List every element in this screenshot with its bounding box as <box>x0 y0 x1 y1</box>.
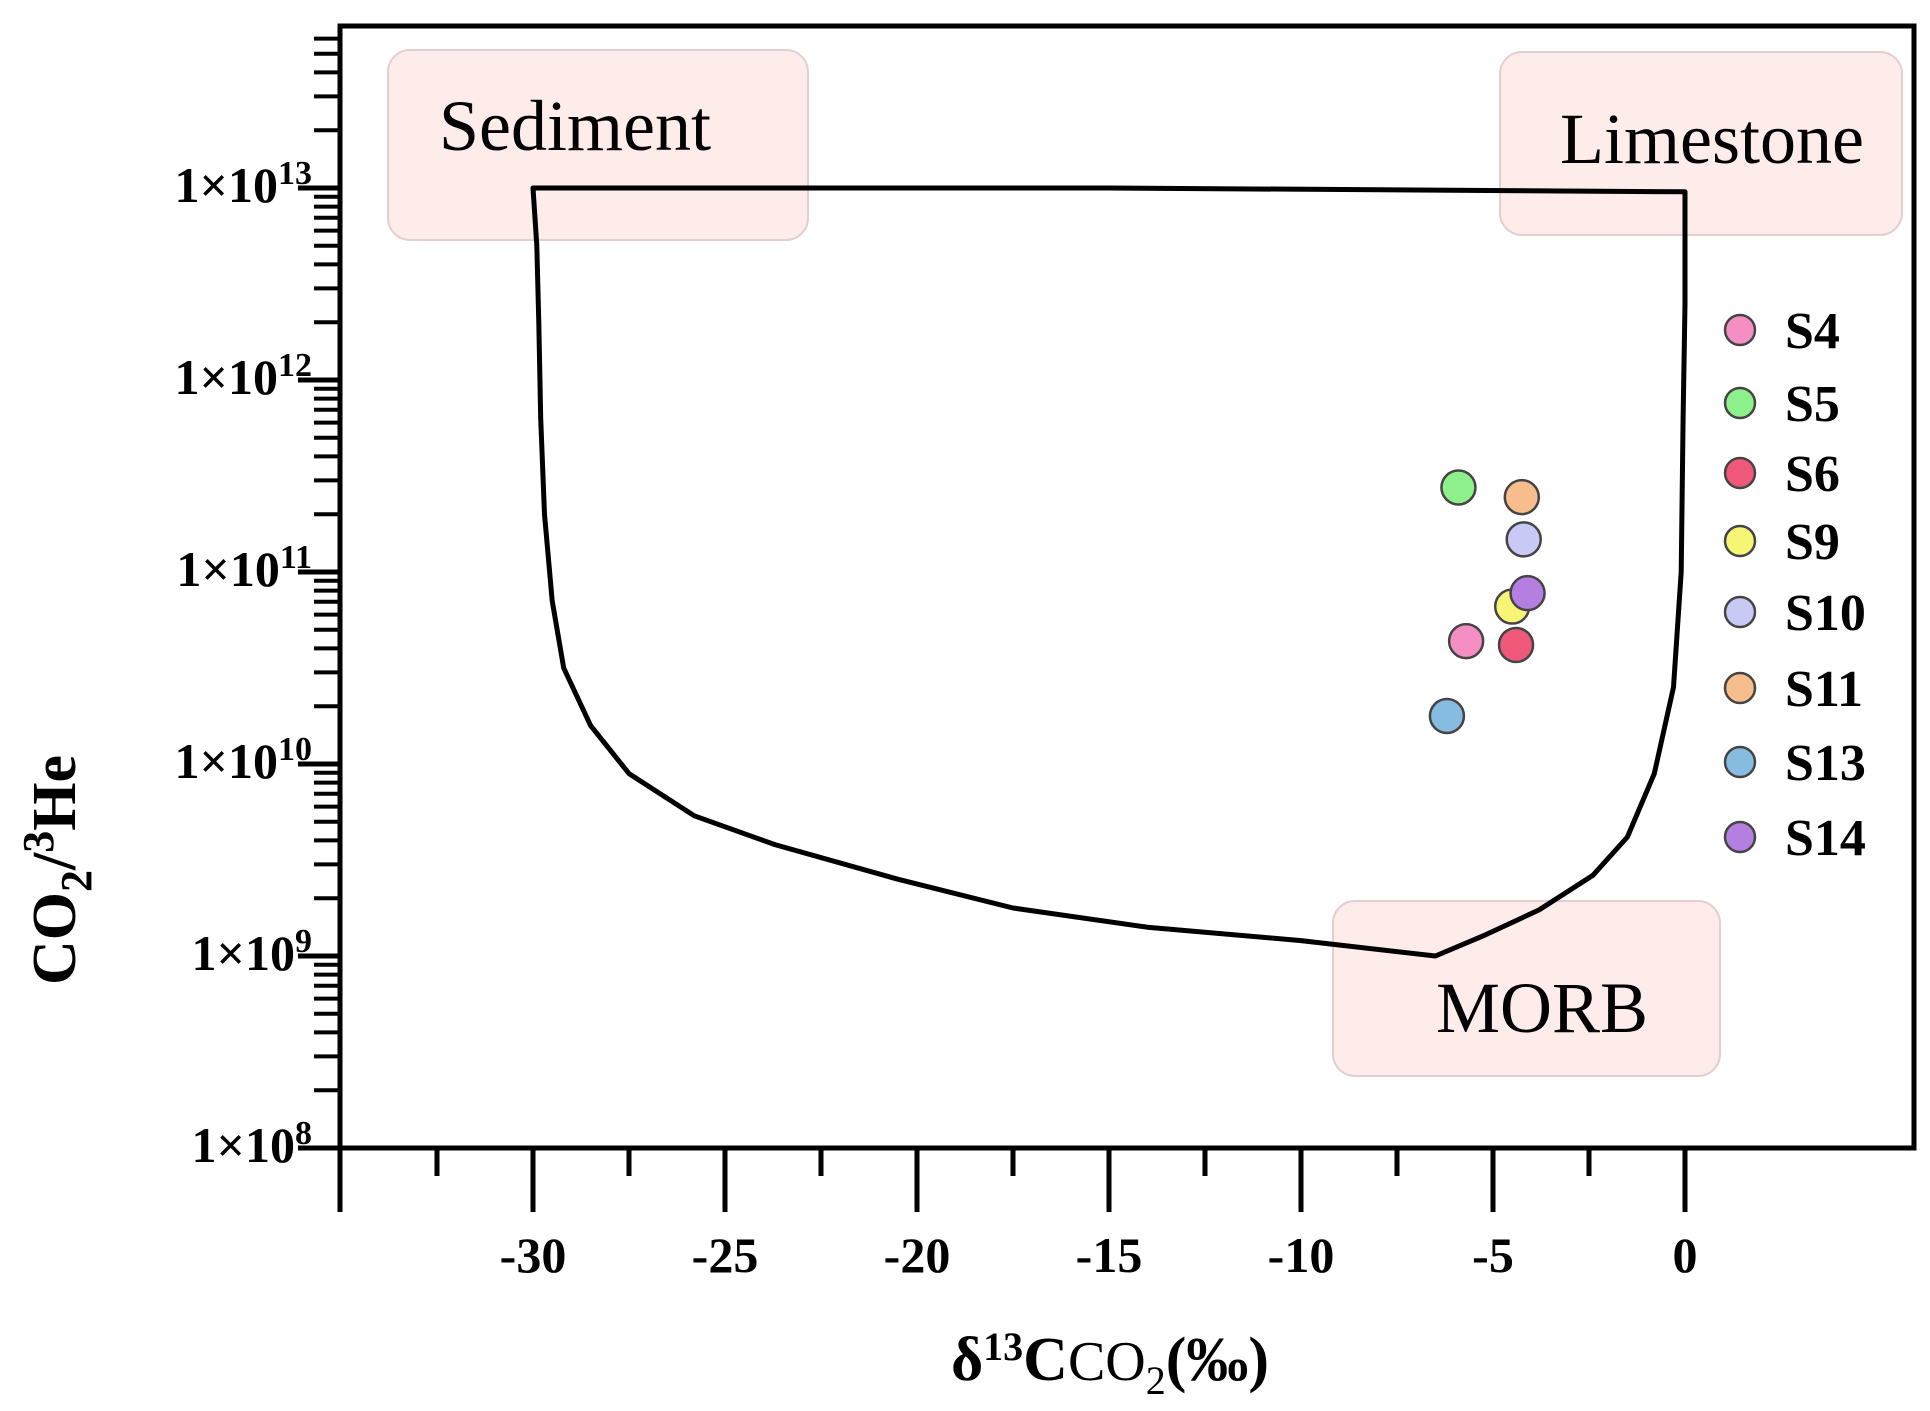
legend-label: S6 <box>1785 446 1840 503</box>
legend-marker <box>1723 820 1757 854</box>
y-tick-label: 1×1010 <box>175 731 313 789</box>
x-tick-label: -15 <box>1076 1227 1143 1283</box>
legend-label: S9 <box>1785 514 1840 571</box>
x-tick-label: -5 <box>1472 1227 1514 1283</box>
legend-label: S11 <box>1785 661 1863 718</box>
y-axis-ticks <box>298 36 340 1151</box>
legend-item: S13 <box>1723 735 1866 792</box>
data-point-s4 <box>1447 622 1485 660</box>
x-axis-ticks <box>434 1148 1688 1212</box>
legend-marker <box>1723 595 1757 629</box>
legend-item: S14 <box>1723 810 1866 867</box>
legend-item: S6 <box>1723 446 1840 503</box>
legend-marker <box>1723 745 1757 779</box>
y-tick-label: 1×1012 <box>175 347 313 405</box>
data-point-s5 <box>1440 469 1477 506</box>
y-tick-label: 1×1013 <box>175 155 313 213</box>
sediment-label: Sediment <box>439 86 711 166</box>
legend-label: S14 <box>1785 810 1866 867</box>
data-point-s11 <box>1503 478 1541 516</box>
legend-marker <box>1723 386 1757 420</box>
legend: S4 S5 S6 S9 S10 S11 S13 S14 <box>1723 303 1866 867</box>
data-point-s6 <box>1497 626 1535 664</box>
data-point-s13 <box>1428 697 1466 735</box>
y-tick-labels: 1×108 1×109 1×1010 1×1011 1×1012 1×1013 <box>175 155 313 1173</box>
legend-item: S9 <box>1723 514 1840 571</box>
x-tick-label: -20 <box>884 1227 951 1283</box>
x-tick-label: -10 <box>1268 1227 1335 1283</box>
x-tick-label: 0 <box>1673 1227 1698 1283</box>
y-tick-label: 1×1011 <box>176 539 312 597</box>
end-member-limestone: Limestone <box>1499 51 1903 236</box>
legend-marker <box>1723 671 1757 705</box>
y-axis-title: CO2/3He <box>14 755 101 985</box>
legend-label: S10 <box>1785 585 1866 642</box>
y-tick-label: 1×108 <box>192 1115 313 1173</box>
legend-marker <box>1723 524 1757 558</box>
y-tick-label: 1×109 <box>192 923 313 981</box>
x-tick-label: -30 <box>500 1227 567 1283</box>
x-axis-title: δ13CCO2(‰) <box>951 1324 1269 1403</box>
end-member-sediment: Sediment <box>387 49 809 241</box>
data-point-s14 <box>1509 574 1546 612</box>
data-points <box>1428 469 1546 735</box>
legend-label: S4 <box>1785 303 1840 360</box>
sediment-box <box>387 49 809 241</box>
mixing-envelope-curve <box>530 185 1688 959</box>
morb-label: MORB <box>1436 968 1648 1048</box>
legend-label: S5 <box>1785 376 1840 433</box>
x-tick-labels: -30 -25 -20 -15 -10 -5 0 <box>500 1227 1698 1283</box>
legend-label: S13 <box>1785 735 1866 792</box>
legend-item: S5 <box>1723 376 1840 433</box>
x-tick-label: -25 <box>692 1227 759 1283</box>
legend-marker <box>1723 456 1757 490</box>
legend-item: S11 <box>1723 661 1863 718</box>
morb-box <box>1332 900 1721 1077</box>
data-point-s10 <box>1505 521 1542 558</box>
legend-item: S4 <box>1723 303 1840 360</box>
end-member-morb: MORB <box>1332 900 1721 1077</box>
limestone-label: Limestone <box>1560 99 1864 179</box>
legend-item: S10 <box>1723 585 1866 642</box>
legend-marker <box>1723 313 1757 347</box>
